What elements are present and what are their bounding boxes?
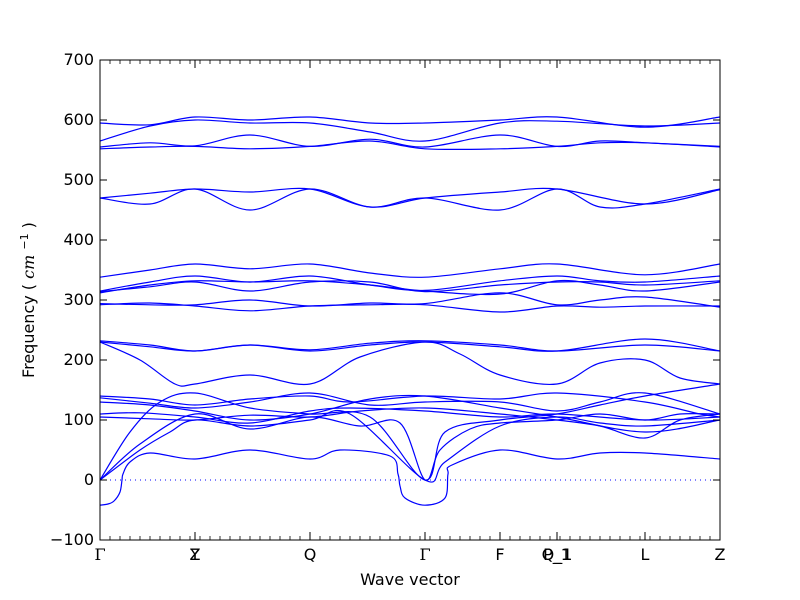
x-axis-ticks: Γ ZY Q Γ F P_1Q_1 L Z [94,60,726,565]
y-tick-label: 0 [84,470,94,489]
y-axis-unit-open: ( [19,284,38,290]
phonon-branch-22 [99,134,721,148]
y-axis-unit: cm [19,255,38,279]
x-tick-label: Z [715,545,726,564]
y-tick-label: −100 [50,530,94,549]
phonon-branch-12 [99,340,721,352]
y-tick-label: 100 [63,410,94,429]
y-tick-label: 200 [63,350,94,369]
phonon-branch-18 [99,263,721,278]
x-axis-title: Wave vector [360,570,460,589]
phonon-branch-16 [99,280,721,293]
y-axis-title: Frequency ( cm −1 ) [18,222,39,378]
phonon-branch-1 [99,449,721,506]
phonon-branch-9 [99,392,721,418]
phonon-branch-6 [99,407,721,424]
phonon-branch-4 [99,383,721,481]
x-tick-label: Q [304,545,317,564]
x-tick-label: Q_1 [542,545,573,565]
y-tick-label: 300 [63,290,94,309]
y-tick-label: 600 [63,110,94,129]
phonon-branch-2 [99,409,721,483]
y-tick-label: 400 [63,230,94,249]
minor-ticks [99,60,721,540]
y-axis-unit-exponent: −1 [18,233,31,249]
phonon-branch-8 [99,392,721,415]
x-tick-label: P_1 [543,545,571,565]
phonon-branch-20 [99,187,721,208]
x-tick-label: Γ [94,545,105,564]
x-tick-label: Y [189,545,200,564]
y-axis-unit-close: ) [19,222,38,228]
y-tick-label: 700 [63,50,94,69]
phonon-branch-5 [99,407,721,439]
y-axis-ticks: −100 0 100 200 300 400 500 600 700 [50,50,720,549]
phonon-branch-17 [99,275,721,292]
phonon-branch-23 [99,119,721,142]
phonon-branch-24 [99,116,721,128]
x-tick-label: Z [190,545,201,564]
plot-lines [99,116,721,506]
phonon-branch-14 [99,292,721,308]
x-tick-label: Γ [419,545,430,564]
phonon-branch-7 [99,394,721,433]
y-tick-label: 500 [63,170,94,189]
x-tick-label: F [495,545,504,564]
y-axis-title-text: Frequency [19,295,38,378]
x-tick-label: L [641,545,650,564]
